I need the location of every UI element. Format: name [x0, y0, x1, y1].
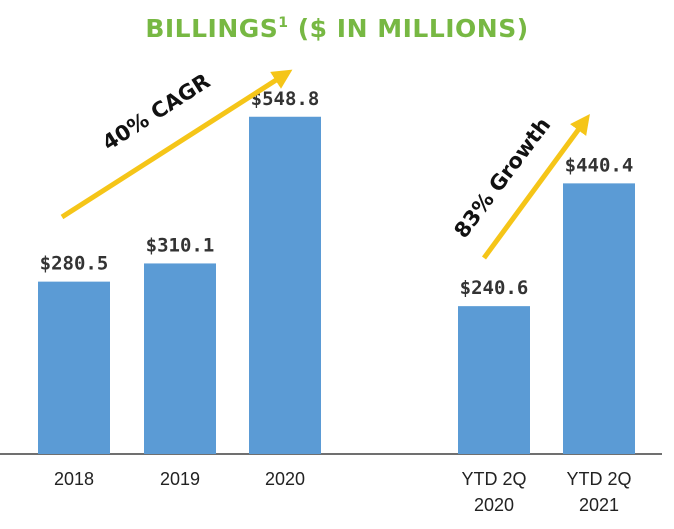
- chart-title-main: BILLINGS: [145, 14, 279, 43]
- data-label-1: $280.5: [40, 253, 109, 275]
- bar-4: [458, 306, 530, 454]
- bar-3: [249, 116, 321, 455]
- data-label-5: $440.4: [565, 154, 634, 176]
- growth-arrow: [481, 113, 590, 260]
- x-tick-label-1: 2018: [54, 469, 94, 489]
- x-tick-label-3: 2020: [265, 469, 305, 489]
- data-label-2: $310.1: [146, 234, 215, 256]
- cagr-arrow: [60, 69, 293, 220]
- bar-1: [38, 281, 110, 454]
- x-tick-label-5: YTD 2Q 2021: [566, 469, 631, 515]
- chart-title-suffix: ($ IN MILLIONS): [288, 14, 529, 43]
- bar-2: [144, 263, 216, 454]
- growth-annotation: 83% Growth: [449, 113, 555, 242]
- chart-title-footnote-marker: 1: [278, 15, 289, 31]
- cagr-annotation: 40% CAGR: [98, 69, 214, 155]
- x-tick-label-4: YTD 2Q 2020: [461, 469, 526, 515]
- bar-5: [563, 183, 635, 454]
- chart-title: BILLINGS1 ($ IN MILLIONS): [0, 14, 674, 43]
- data-label-4: $240.6: [460, 277, 529, 299]
- data-label-3: $548.8: [251, 88, 320, 110]
- x-tick-label-2: 2019: [160, 469, 200, 489]
